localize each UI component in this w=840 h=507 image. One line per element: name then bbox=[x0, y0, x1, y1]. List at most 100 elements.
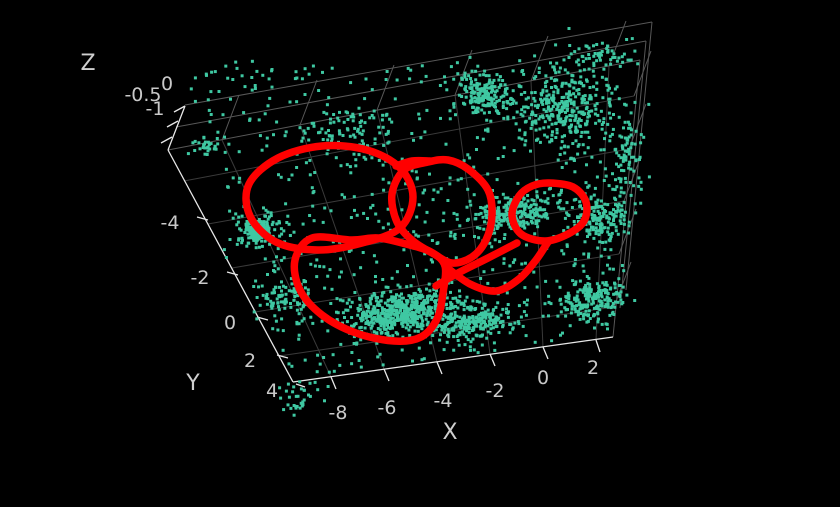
scatter-point bbox=[374, 299, 378, 303]
scatter-point bbox=[373, 137, 377, 141]
scatter-point bbox=[522, 300, 526, 304]
scatter-point bbox=[246, 232, 250, 236]
scatter-point bbox=[637, 184, 641, 188]
scatter-point bbox=[611, 56, 615, 60]
scatter-point bbox=[532, 208, 536, 212]
scatter-point bbox=[458, 82, 462, 86]
scatter-point bbox=[352, 195, 356, 199]
scatter-point bbox=[589, 195, 593, 199]
x-axis-label: X bbox=[442, 420, 457, 445]
scatter-point bbox=[501, 100, 505, 104]
scatter-point bbox=[388, 318, 392, 322]
scatter-point bbox=[294, 404, 298, 408]
scatter-point bbox=[262, 222, 266, 226]
scatter-point bbox=[396, 305, 400, 309]
scatter-point bbox=[388, 117, 392, 121]
scatter-point bbox=[366, 314, 370, 318]
scatter-point bbox=[416, 317, 420, 321]
scatter-point bbox=[301, 222, 305, 226]
scatter-point bbox=[240, 241, 244, 245]
scatter-point bbox=[598, 119, 602, 123]
scatter-point bbox=[429, 341, 432, 345]
scatter-point bbox=[617, 115, 621, 119]
scatter-point bbox=[486, 129, 490, 133]
scatter-point bbox=[263, 257, 267, 261]
scatter-point bbox=[633, 202, 637, 206]
scatter-point bbox=[435, 303, 439, 307]
scatter-point bbox=[457, 320, 461, 324]
z-tick-label: 0 bbox=[161, 73, 173, 95]
scatter-point bbox=[452, 326, 456, 330]
scatter-point bbox=[575, 232, 579, 236]
scatter-point bbox=[342, 120, 346, 124]
scatter-point bbox=[287, 289, 291, 293]
scatter-point bbox=[191, 141, 195, 145]
scatter-point bbox=[287, 178, 291, 182]
scatter-point bbox=[572, 198, 576, 202]
scatter-point bbox=[577, 216, 581, 219]
scatter-point bbox=[606, 84, 610, 88]
scatter-point bbox=[588, 317, 592, 320]
scatter-point bbox=[512, 116, 516, 120]
scatter-point bbox=[414, 293, 418, 297]
scatter-point bbox=[462, 314, 466, 318]
scatter-point bbox=[339, 257, 342, 261]
scatter-point bbox=[602, 179, 606, 182]
scatter-point bbox=[373, 306, 377, 310]
scatter-point bbox=[622, 230, 626, 234]
scatter-point bbox=[419, 136, 423, 140]
scatter-point bbox=[559, 302, 563, 306]
scatter-point bbox=[576, 152, 580, 156]
scatter-point bbox=[408, 319, 411, 323]
scatter-point bbox=[395, 270, 399, 274]
scatter-point bbox=[379, 299, 383, 303]
scatter-point bbox=[562, 58, 566, 62]
scatter-point bbox=[554, 122, 558, 126]
scatter-point bbox=[551, 194, 555, 198]
scatter-point bbox=[611, 310, 615, 314]
scatter-point bbox=[530, 110, 534, 114]
scatter-point bbox=[394, 305, 398, 309]
scatter-point bbox=[257, 285, 260, 289]
scatter-point bbox=[576, 144, 580, 148]
scatter-point bbox=[429, 311, 433, 315]
scatter-point bbox=[584, 107, 588, 111]
scatter-point bbox=[391, 304, 395, 308]
scatter-point bbox=[598, 308, 602, 312]
scatter-point bbox=[480, 96, 484, 100]
scatter-point bbox=[332, 113, 336, 116]
scatter-point bbox=[577, 117, 581, 121]
scatter-point bbox=[417, 293, 421, 297]
scatter-point bbox=[519, 112, 523, 116]
scatter-point bbox=[455, 217, 459, 221]
scatter-point bbox=[599, 226, 602, 230]
scatter-point bbox=[346, 128, 350, 132]
scatter-point bbox=[570, 206, 574, 209]
scatter-point bbox=[496, 157, 500, 160]
y-tick-label: 4 bbox=[266, 380, 278, 402]
scatter-point bbox=[421, 304, 425, 308]
scatter-point bbox=[620, 135, 624, 139]
scatter-point bbox=[463, 343, 467, 347]
scatter-point bbox=[436, 278, 440, 282]
scatter-point bbox=[381, 163, 385, 167]
scatter-point bbox=[579, 312, 583, 315]
wall-gridline bbox=[167, 59, 641, 151]
scatter-point bbox=[608, 139, 612, 143]
scatter-point bbox=[522, 72, 526, 76]
scatter-point bbox=[297, 333, 301, 337]
scatter-point bbox=[595, 282, 599, 286]
scatter-point bbox=[594, 226, 598, 230]
scatter-point bbox=[626, 120, 630, 124]
scatter-point bbox=[459, 325, 463, 329]
scatter-point bbox=[395, 312, 399, 316]
scatter-point bbox=[364, 303, 368, 307]
scatter-point bbox=[410, 300, 414, 304]
scatter-point bbox=[254, 235, 258, 239]
scatter-point bbox=[594, 232, 598, 236]
scatter-point bbox=[343, 316, 346, 319]
scatter-point bbox=[585, 320, 589, 324]
scatter-point bbox=[558, 199, 562, 202]
scatter-point bbox=[282, 300, 286, 304]
scatter-point bbox=[539, 97, 543, 101]
